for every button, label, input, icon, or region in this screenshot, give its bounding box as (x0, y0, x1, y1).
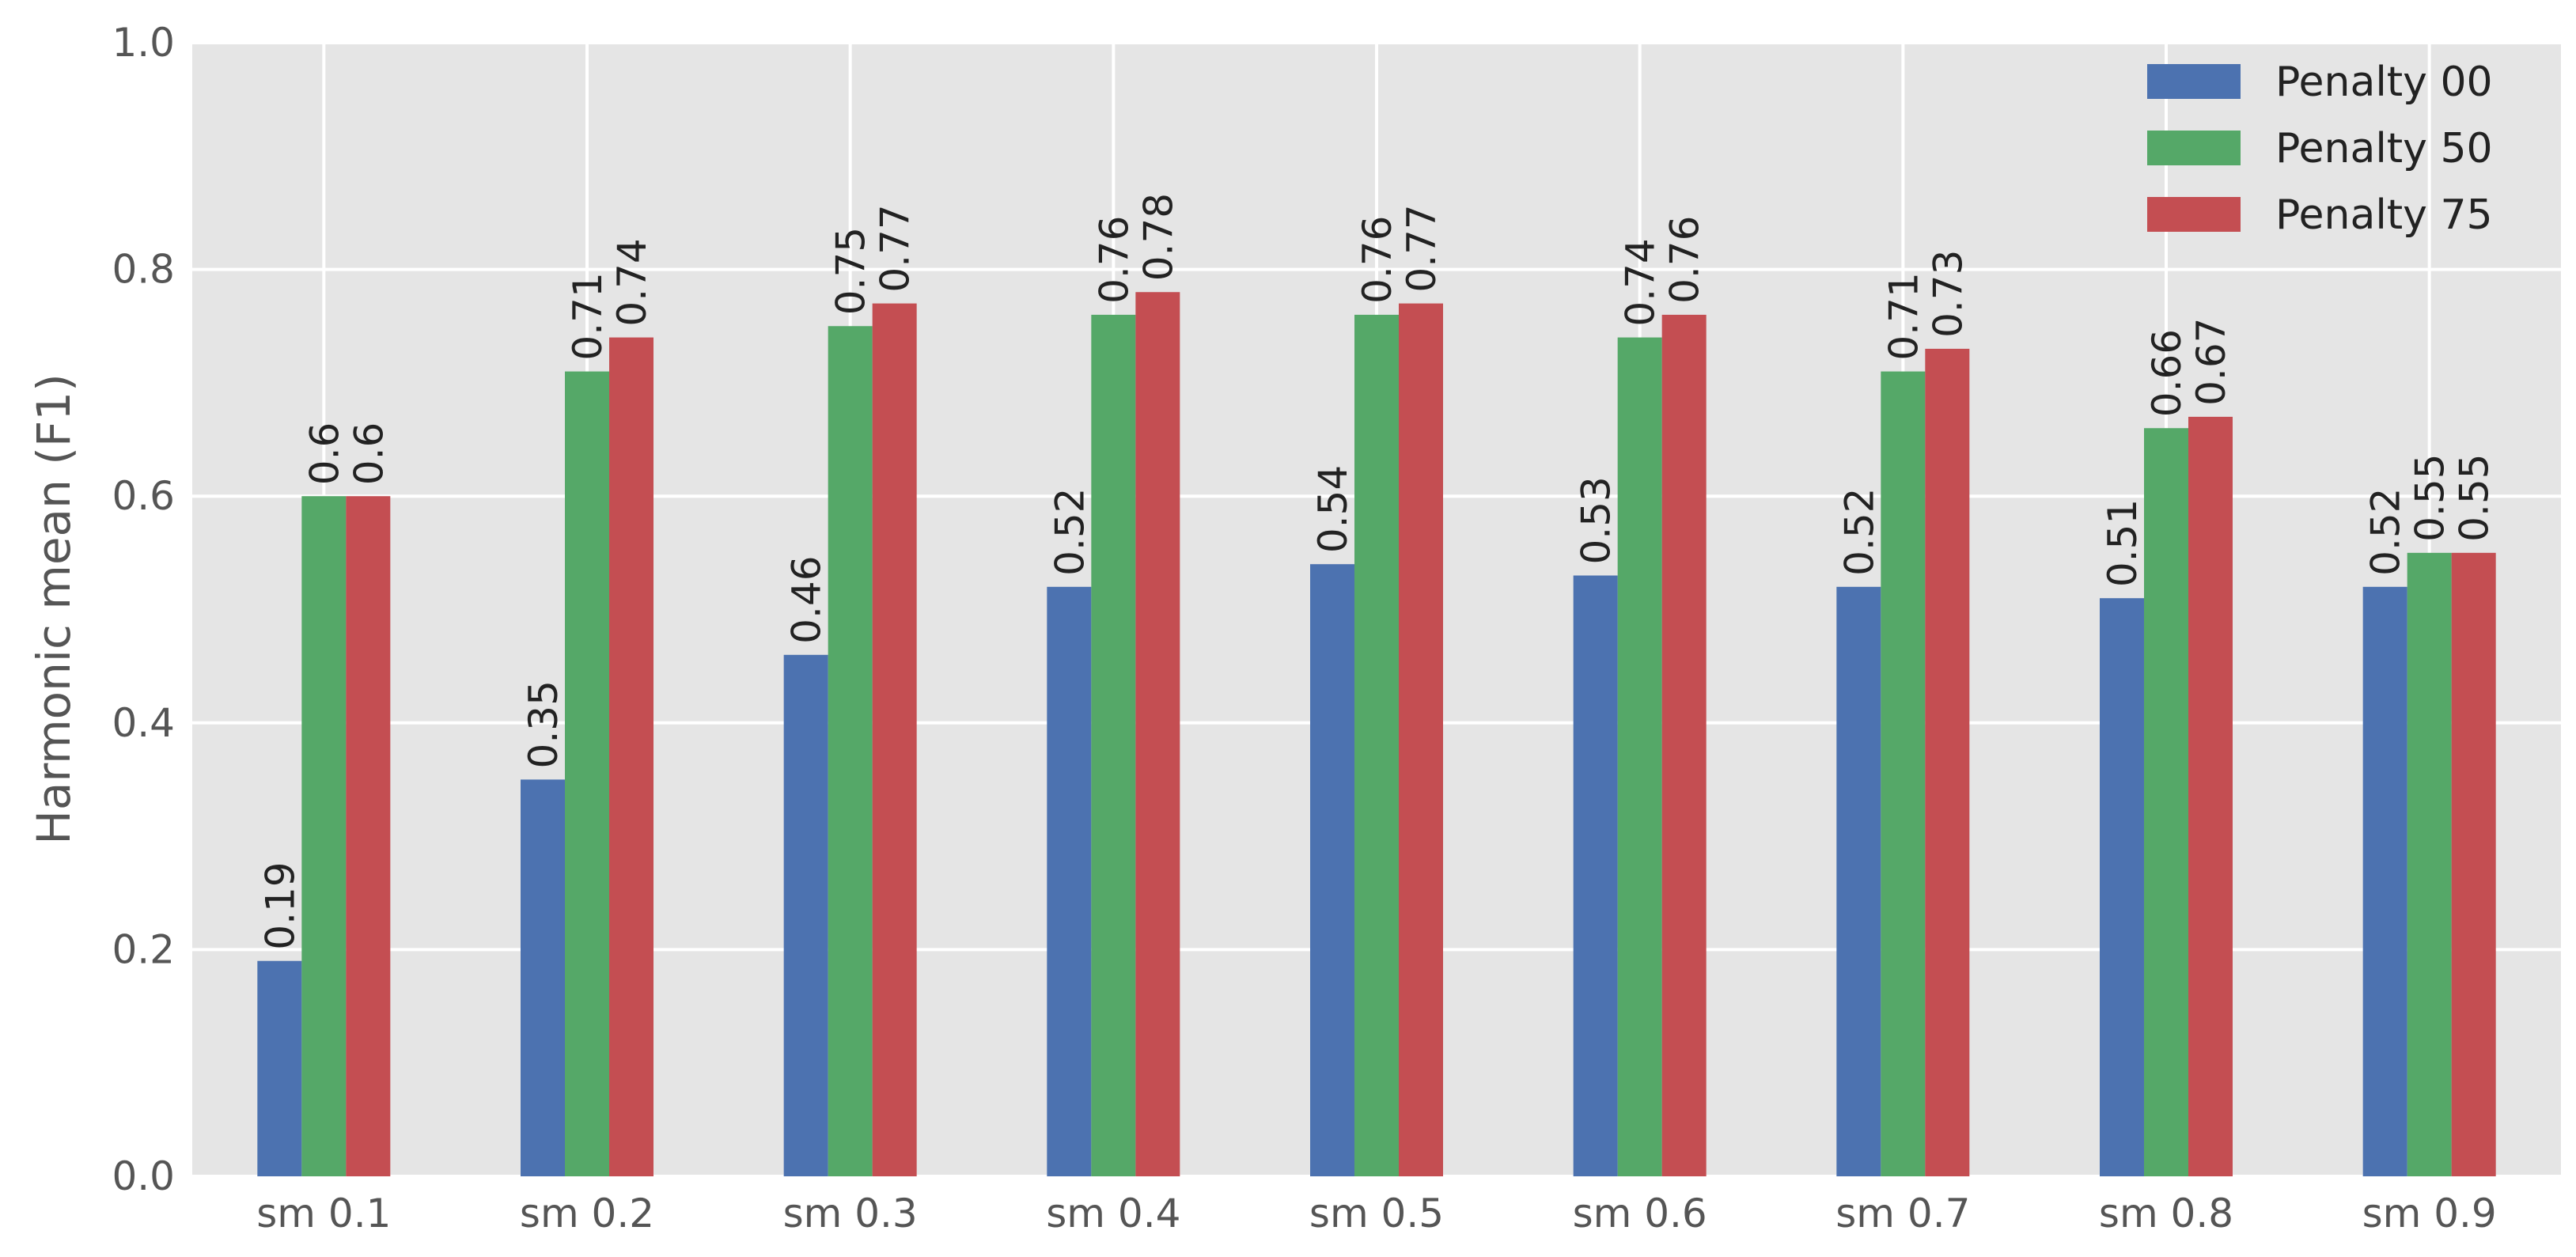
data-label: 0.52 (1047, 488, 1093, 576)
y-tick-label: 1.0 (112, 20, 175, 66)
data-label: 0.52 (1836, 488, 1882, 576)
bar (1881, 371, 1926, 1176)
y-axis-ticks: 0.0 0.2 0.4 0.6 0.8 1.0 (112, 20, 175, 1199)
y-tick-label: 0.4 (112, 700, 175, 746)
data-label: 0.77 (873, 204, 919, 292)
data-label: 0.76 (1354, 216, 1400, 304)
x-tick-label: sm 0.4 (1046, 1191, 1180, 1236)
bar (301, 496, 347, 1176)
x-tick-label: sm 0.9 (2362, 1191, 2497, 1236)
data-label: 0.46 (784, 555, 830, 643)
data-label: 0.73 (1925, 250, 1971, 338)
bar (1354, 314, 1399, 1176)
data-label: 0.6 (301, 422, 347, 486)
bar (2100, 598, 2144, 1176)
bar (1925, 348, 1970, 1176)
x-tick-label: sm 0.1 (256, 1191, 391, 1236)
bar (1091, 314, 1136, 1176)
data-label: 0.74 (609, 238, 655, 326)
legend: Penalty 00 Penalty 50 Penalty 75 (2147, 59, 2493, 239)
bar (2451, 552, 2496, 1176)
legend-swatch (2147, 64, 2241, 99)
data-label: 0.55 (2452, 454, 2498, 542)
x-tick-label: sm 0.2 (520, 1191, 654, 1236)
y-axis-label: Harmonic mean (F1) (27, 373, 81, 845)
x-tick-label: sm 0.7 (1835, 1191, 1970, 1236)
data-label: 0.35 (521, 680, 566, 768)
data-label: 0.67 (2188, 318, 2234, 406)
bar (2188, 416, 2233, 1176)
legend-swatch (2147, 197, 2241, 232)
data-label: 0.55 (2407, 454, 2453, 542)
bar (2407, 552, 2452, 1176)
bar (1047, 586, 1092, 1176)
bar (1310, 564, 1354, 1176)
data-label: 0.54 (1310, 465, 1356, 553)
bar (521, 779, 565, 1176)
y-tick-label: 0.8 (112, 247, 175, 293)
bar (2144, 428, 2188, 1176)
bar (1836, 586, 1881, 1176)
bar (1135, 292, 1180, 1176)
y-tick-label: 0.2 (112, 926, 175, 972)
x-axis-ticks: sm 0.1 sm 0.2 sm 0.3 sm 0.4 sm 0.5 sm 0.6 sm 0… (256, 1191, 2497, 1236)
data-label: 0.74 (1618, 238, 1664, 326)
x-tick-label: sm 0.3 (783, 1191, 918, 1236)
bar (783, 654, 828, 1176)
legend-label: Penalty 75 (2275, 191, 2493, 239)
bar (1661, 314, 1707, 1176)
data-label: 0.71 (565, 272, 611, 360)
data-label: 0.76 (1662, 216, 1708, 304)
legend-label: Penalty 00 (2275, 59, 2493, 106)
data-label: 0.77 (1399, 204, 1445, 292)
bar (346, 496, 391, 1176)
data-labels: 0.190.350.460.52 0.54 0.53 0.52 0.51 0.520.60… (257, 193, 2497, 950)
bar (257, 960, 302, 1176)
legend-label: Penalty 50 (2275, 125, 2493, 172)
data-label: 0.75 (828, 227, 874, 315)
bar (2362, 586, 2407, 1176)
x-tick-label: sm 0.8 (2099, 1191, 2233, 1236)
bar (565, 371, 609, 1176)
bars (257, 292, 2496, 1177)
data-label: 0.6 (346, 422, 392, 486)
bar (609, 337, 653, 1177)
bar (872, 303, 917, 1177)
y-tick-label: 0.6 (112, 473, 175, 519)
bar (1617, 337, 1662, 1177)
data-label: 0.52 (2363, 488, 2409, 576)
data-label: 0.76 (1091, 216, 1137, 304)
bar (828, 326, 873, 1176)
data-label: 0.78 (1135, 193, 1181, 281)
y-tick-label: 0.0 (112, 1153, 175, 1199)
data-label: 0.19 (257, 861, 303, 949)
data-label: 0.53 (1574, 476, 1619, 564)
bar (1573, 575, 1618, 1176)
x-tick-label: sm 0.6 (1573, 1191, 1707, 1236)
x-tick-label: sm 0.5 (1309, 1191, 1444, 1236)
legend-swatch (2147, 131, 2241, 165)
bar (1399, 303, 1443, 1177)
data-label: 0.51 (2100, 499, 2146, 587)
data-label: 0.71 (1881, 272, 1926, 360)
data-label: 0.66 (2144, 329, 2190, 417)
